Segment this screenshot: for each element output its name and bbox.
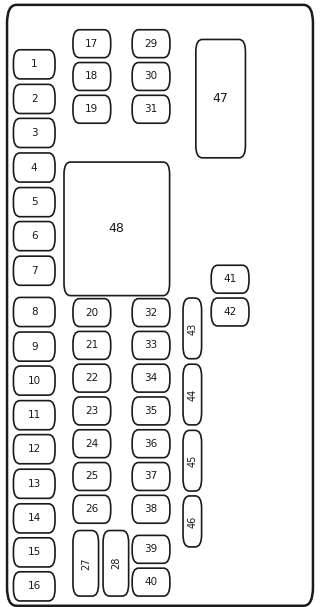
FancyBboxPatch shape: [132, 397, 170, 425]
Text: 48: 48: [109, 222, 125, 236]
Text: 19: 19: [85, 104, 99, 114]
Text: 6: 6: [31, 231, 37, 241]
Text: 45: 45: [187, 455, 197, 467]
FancyBboxPatch shape: [132, 568, 170, 596]
FancyBboxPatch shape: [13, 297, 55, 327]
Text: 41: 41: [223, 274, 237, 284]
FancyBboxPatch shape: [73, 30, 111, 58]
FancyBboxPatch shape: [211, 298, 249, 326]
FancyBboxPatch shape: [13, 153, 55, 182]
Text: 10: 10: [28, 376, 41, 385]
Text: 15: 15: [28, 548, 41, 557]
Text: 5: 5: [31, 197, 37, 207]
FancyBboxPatch shape: [13, 222, 55, 251]
FancyBboxPatch shape: [73, 463, 111, 490]
Text: 37: 37: [144, 472, 158, 481]
Text: 26: 26: [85, 504, 99, 514]
FancyBboxPatch shape: [73, 397, 111, 425]
Text: 20: 20: [85, 308, 99, 317]
Text: 24: 24: [85, 439, 99, 449]
FancyBboxPatch shape: [183, 430, 202, 491]
FancyBboxPatch shape: [13, 572, 55, 601]
FancyBboxPatch shape: [73, 63, 111, 90]
Text: 23: 23: [85, 406, 99, 416]
FancyBboxPatch shape: [183, 298, 202, 359]
Text: 40: 40: [144, 577, 158, 587]
Text: 16: 16: [28, 582, 41, 591]
FancyBboxPatch shape: [13, 50, 55, 79]
Text: 43: 43: [187, 322, 197, 334]
FancyBboxPatch shape: [13, 188, 55, 217]
FancyBboxPatch shape: [132, 331, 170, 359]
FancyBboxPatch shape: [132, 95, 170, 123]
FancyBboxPatch shape: [13, 435, 55, 464]
Text: 28: 28: [111, 557, 121, 569]
FancyBboxPatch shape: [13, 332, 55, 361]
FancyBboxPatch shape: [196, 39, 245, 158]
Text: 35: 35: [144, 406, 158, 416]
Text: 27: 27: [81, 557, 91, 569]
Text: 2: 2: [31, 94, 37, 104]
FancyBboxPatch shape: [13, 504, 55, 533]
Text: 3: 3: [31, 128, 37, 138]
Text: 12: 12: [28, 444, 41, 454]
Text: 46: 46: [187, 515, 197, 527]
FancyBboxPatch shape: [132, 30, 170, 58]
Text: 7: 7: [31, 266, 37, 276]
FancyBboxPatch shape: [13, 469, 55, 498]
FancyBboxPatch shape: [13, 84, 55, 114]
FancyBboxPatch shape: [73, 495, 111, 523]
Text: 1: 1: [31, 59, 37, 69]
Text: 39: 39: [144, 544, 158, 554]
FancyBboxPatch shape: [132, 463, 170, 490]
Text: 25: 25: [85, 472, 99, 481]
FancyBboxPatch shape: [64, 162, 170, 296]
Text: 17: 17: [85, 39, 99, 49]
Text: 9: 9: [31, 342, 37, 351]
Text: 4: 4: [31, 163, 37, 172]
Text: 22: 22: [85, 373, 99, 383]
FancyBboxPatch shape: [13, 538, 55, 567]
FancyBboxPatch shape: [132, 299, 170, 327]
Text: 47: 47: [213, 92, 228, 105]
FancyBboxPatch shape: [183, 364, 202, 425]
FancyBboxPatch shape: [132, 495, 170, 523]
Text: 30: 30: [144, 72, 158, 81]
FancyBboxPatch shape: [13, 256, 55, 285]
Text: 14: 14: [28, 514, 41, 523]
FancyBboxPatch shape: [13, 401, 55, 430]
FancyBboxPatch shape: [103, 531, 129, 596]
Text: 29: 29: [144, 39, 158, 49]
Text: 34: 34: [144, 373, 158, 383]
FancyBboxPatch shape: [211, 265, 249, 293]
FancyBboxPatch shape: [183, 496, 202, 547]
FancyBboxPatch shape: [132, 430, 170, 458]
FancyBboxPatch shape: [132, 535, 170, 563]
Text: 8: 8: [31, 307, 37, 317]
FancyBboxPatch shape: [73, 531, 99, 596]
Text: 42: 42: [223, 307, 237, 317]
FancyBboxPatch shape: [73, 95, 111, 123]
FancyBboxPatch shape: [13, 366, 55, 395]
Text: 33: 33: [144, 341, 158, 350]
FancyBboxPatch shape: [73, 299, 111, 327]
Text: 13: 13: [28, 479, 41, 489]
FancyBboxPatch shape: [132, 63, 170, 90]
Text: 21: 21: [85, 341, 99, 350]
Text: 36: 36: [144, 439, 158, 449]
FancyBboxPatch shape: [7, 5, 313, 606]
FancyBboxPatch shape: [73, 430, 111, 458]
FancyBboxPatch shape: [13, 118, 55, 148]
Text: 11: 11: [28, 410, 41, 420]
FancyBboxPatch shape: [73, 331, 111, 359]
Text: 44: 44: [187, 388, 197, 401]
Text: 31: 31: [144, 104, 158, 114]
Text: 32: 32: [144, 308, 158, 317]
FancyBboxPatch shape: [73, 364, 111, 392]
Text: 18: 18: [85, 72, 99, 81]
FancyBboxPatch shape: [132, 364, 170, 392]
Text: 38: 38: [144, 504, 158, 514]
